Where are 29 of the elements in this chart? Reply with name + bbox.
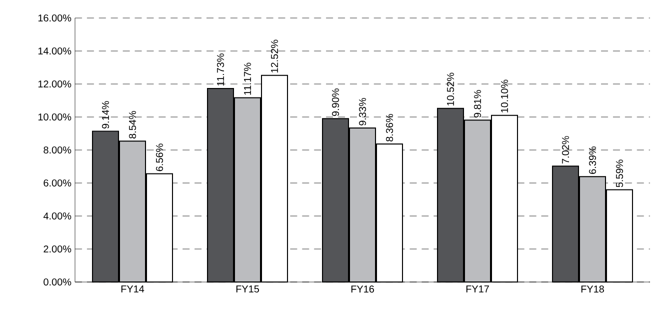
data-label: 11.17% [244, 62, 251, 95]
data-label: 6.56% [156, 144, 164, 172]
x-tick-label: FY15 [236, 286, 259, 292]
data-label: 10.52% [446, 72, 454, 106]
data-label: 10.10% [500, 80, 508, 112]
y-tick-label: 0.00% [44, 278, 72, 286]
y-tick-label: 2.00% [44, 245, 72, 253]
data-label: 8.54% [128, 110, 136, 138]
x-tick-label: FY14 [121, 286, 144, 292]
x-tick-label: FY16 [351, 286, 374, 293]
x-tick-label: FY17 [466, 286, 489, 292]
data-label: 9.90% [332, 88, 340, 116]
y-tick-label: 10.00% [38, 113, 72, 121]
data-label: 5.59% [616, 160, 624, 188]
data-label: 11.73% [216, 54, 224, 86]
y-tick-label: 12.00% [38, 80, 72, 88]
y-tick-label: 8.00% [44, 146, 72, 154]
data-label: 9.33% [358, 98, 366, 126]
data-label: 9.14% [102, 101, 110, 129]
data-label: 9.81% [474, 90, 482, 118]
y-tick-label: 6.00% [44, 179, 72, 187]
y-tick-label: 4.00% [43, 212, 72, 220]
y-tick-label: 16.00% [38, 14, 72, 22]
y-tick-label: 14.00% [38, 47, 72, 55]
data-label: 8.36% [386, 114, 394, 142]
data-label: 12.52% [270, 40, 278, 72]
data-label: 6.39% [588, 146, 596, 174]
x-tick-label: FY18 [581, 286, 604, 293]
data-label: 7.02% [562, 136, 570, 164]
